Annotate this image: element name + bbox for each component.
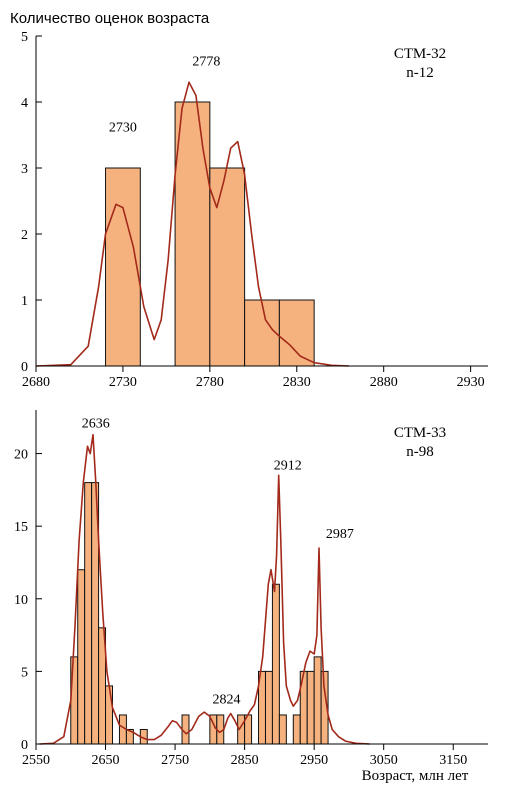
panel2-x-tick-label-4: 2950 <box>300 753 328 768</box>
panel2-label-line1: СТМ-33 <box>394 425 446 441</box>
panel1-x-tick-label-3: 2830 <box>283 375 311 390</box>
panel2-y-tick-label-1: 5 <box>21 665 28 680</box>
panel2-peak-label-3: 2824 <box>213 692 241 707</box>
panel2-x-tick-label-3: 2850 <box>231 753 259 768</box>
panel2-peak-label-2: 2987 <box>326 527 354 542</box>
panel1-x-tick-label-1: 2730 <box>109 375 137 390</box>
panel2-peak-label-0: 2636 <box>82 416 110 431</box>
panel1-x-tick-label-5: 2930 <box>457 375 485 390</box>
panel2-bar-18 <box>292 714 301 745</box>
panel2-xlabel: Возраст, млн лет <box>362 768 469 784</box>
panel1-y-tick-label-4: 4 <box>21 96 28 111</box>
panel1-x-tick-label-2: 2780 <box>196 375 224 390</box>
panel2-bar-2 <box>84 482 93 745</box>
panel1-bar-1 <box>174 101 211 367</box>
panel2-y-tick-label-4: 20 <box>14 448 28 463</box>
panel1-bar-4 <box>278 299 315 367</box>
panel1-density-curve <box>35 81 349 367</box>
panel1-label-line1: СТМ-32 <box>394 46 446 62</box>
panel1-peak-label-0: 2730 <box>109 121 137 136</box>
panel2-bar-20 <box>306 670 315 745</box>
panel2-y-tick-label-3: 15 <box>14 520 28 535</box>
panel2-density-curve <box>39 433 370 745</box>
panel2-x-tick-label-1: 2650 <box>92 753 120 768</box>
panel2-peak-label-1: 2912 <box>274 459 302 474</box>
panel2-x-tick-label-5: 3050 <box>370 753 398 768</box>
panel2-bar-1 <box>77 569 86 745</box>
panel2-bar-17 <box>278 714 287 745</box>
panel1-bar-3 <box>244 299 280 367</box>
panel1-y-tick-label-0: 0 <box>21 360 28 375</box>
panel2-x-tick-label-0: 2550 <box>22 753 50 768</box>
panel1-x-tick-label-0: 2680 <box>22 375 50 390</box>
panel1-ylabel: Количество оценок возраста <box>10 10 210 27</box>
panel2-x-tick-label-2: 2750 <box>161 753 189 768</box>
panel1-label-line2: n-12 <box>406 65 434 81</box>
panel2-label-line2: n-98 <box>406 444 434 460</box>
panel1-bar-0 <box>105 167 141 367</box>
panel2-y-tick-label-2: 10 <box>14 593 28 608</box>
panel2-bar-16 <box>271 583 280 745</box>
panel1-x-tick-label-4: 2880 <box>370 375 398 390</box>
panel2-bar-21 <box>313 656 322 745</box>
panel1-y-tick-label-5: 5 <box>21 30 28 45</box>
panel2-bar-5 <box>105 685 113 745</box>
panel1-y-tick-label-3: 3 <box>21 162 28 177</box>
panel1-y-tick-label-2: 2 <box>21 228 28 243</box>
panel1-peak-label-1: 2778 <box>192 55 220 70</box>
panel2-x-tick-label-6: 3150 <box>439 753 467 768</box>
panel2-bar-15 <box>264 670 273 745</box>
panel1-y-tick-label-1: 1 <box>21 294 28 309</box>
panel1-bar-2 <box>209 167 246 367</box>
panel2-y-tick-label-0: 0 <box>21 738 28 753</box>
